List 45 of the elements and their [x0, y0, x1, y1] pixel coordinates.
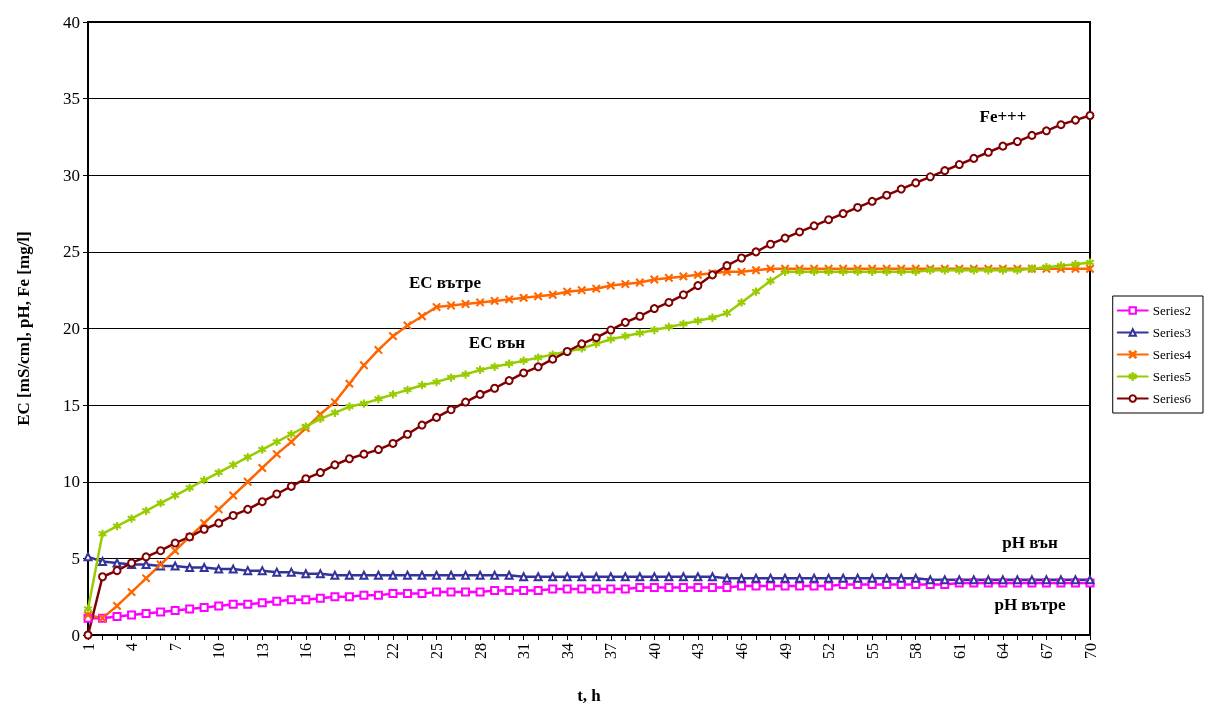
y-tick-label: 35: [63, 89, 80, 109]
legend-label: Series6: [1152, 391, 1192, 406]
y-tick-label: 25: [63, 242, 80, 262]
x-tick-label: 70: [1081, 643, 1099, 659]
legend-label: Series2: [1152, 303, 1192, 318]
x-tick-label: 25: [428, 643, 446, 659]
y-tick-label: 20: [63, 319, 80, 338]
x-tick-label: 16: [297, 643, 315, 659]
annotation: pH вън: [1002, 532, 1058, 552]
x-tick-label: 61: [950, 643, 968, 659]
x-tick-label: 58: [907, 643, 925, 659]
x-tick-label: 43: [689, 643, 707, 659]
x-tick-label: 31: [515, 643, 533, 659]
y-tick-label: 30: [63, 165, 80, 185]
x-tick-label: 34: [558, 643, 576, 659]
x-tick-label: 4: [123, 643, 141, 651]
legend-label: Series4: [1152, 347, 1192, 362]
x-tick-label: 52: [820, 643, 838, 659]
x-tick-label: 37: [602, 643, 620, 659]
x-tick-label: 13: [253, 643, 271, 659]
x-tick-label: 49: [776, 643, 794, 659]
annotation: EC вътре: [408, 272, 482, 292]
x-tick-label: 28: [471, 643, 489, 659]
x-tick-label: 40: [645, 643, 663, 659]
x-tick-label: 22: [384, 643, 402, 659]
legend-label: Series3: [1152, 325, 1192, 340]
y-tick-label: 40: [63, 12, 80, 32]
y-tick-label: 15: [63, 395, 80, 415]
legend-label: Series5: [1152, 369, 1192, 384]
x-tick-label: 10: [210, 643, 228, 659]
x-axis-title: t, h: [577, 686, 602, 705]
y-tick-label: 5: [71, 548, 80, 568]
x-tick-label: 67: [1037, 643, 1055, 659]
y-tick-label: 10: [63, 472, 80, 492]
annotation: pH вътре: [994, 594, 1067, 614]
x-tick-label: 7: [166, 643, 184, 651]
x-tick-label: 55: [863, 643, 881, 659]
x-tick-label: 1: [79, 643, 97, 651]
x-tick-label: 64: [994, 643, 1012, 659]
x-tick-label: 19: [340, 643, 358, 659]
annotation: Fe+++: [979, 106, 1027, 126]
y-axis-title: EC [mS/cm], pH, Fe [mg/l]: [14, 231, 33, 426]
y-tick-label: 0: [71, 625, 80, 645]
annotation: EC вън: [468, 332, 526, 352]
x-tick-label: 46: [732, 643, 750, 659]
